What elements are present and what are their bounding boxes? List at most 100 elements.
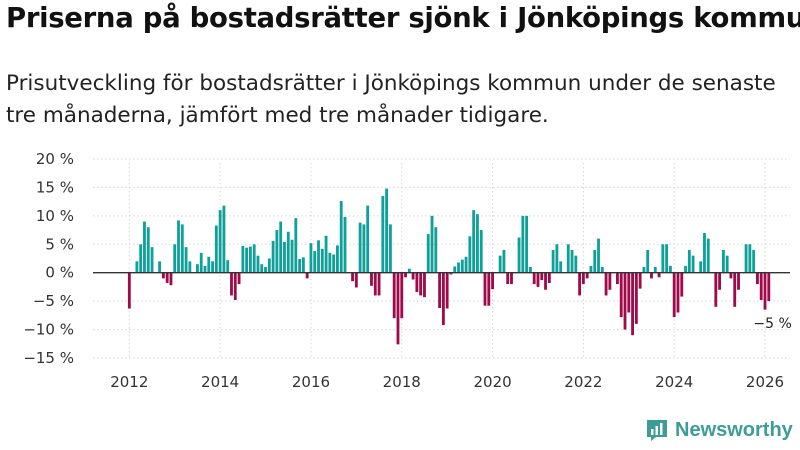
bar	[547, 272, 551, 283]
bar	[188, 261, 192, 273]
bar	[642, 267, 646, 273]
bar	[411, 272, 415, 280]
bar	[718, 272, 722, 290]
bar	[256, 255, 260, 273]
bar	[472, 210, 476, 273]
bar	[737, 272, 740, 290]
bar	[623, 272, 627, 330]
bar	[290, 239, 294, 273]
y-tick-label: 0 %	[45, 264, 74, 282]
bar	[328, 252, 332, 273]
bar	[294, 218, 298, 273]
bar	[536, 272, 540, 287]
bar	[521, 215, 525, 273]
bar	[752, 249, 756, 273]
bar	[252, 244, 256, 273]
bar	[298, 259, 302, 273]
bar	[763, 272, 767, 310]
x-tick-label: 2016	[292, 373, 330, 391]
bar	[169, 272, 173, 286]
bar	[604, 272, 608, 296]
bar	[385, 188, 389, 273]
bar	[260, 264, 264, 273]
bar	[680, 272, 684, 297]
y-axis-ticks: 20 % 15 % 10 % 5 % 0 % −5 % −10 % −15 %	[23, 150, 74, 367]
bar	[199, 252, 203, 273]
bar	[177, 220, 180, 273]
bar	[343, 216, 347, 273]
last-value-label: −5 %	[753, 316, 791, 332]
bar	[517, 237, 521, 273]
x-tick-label: 2020	[473, 373, 511, 391]
bar	[362, 224, 366, 273]
bar	[415, 272, 419, 293]
bar	[464, 256, 468, 273]
bar	[214, 225, 218, 273]
y-tick-label: 5 %	[45, 235, 74, 253]
bar	[203, 265, 207, 273]
bar	[559, 261, 563, 273]
bar	[317, 240, 320, 273]
bar	[650, 272, 653, 279]
bar	[540, 272, 544, 281]
bar	[158, 261, 162, 273]
bar	[173, 244, 177, 273]
bar	[377, 272, 381, 296]
bar	[528, 267, 532, 273]
bar	[332, 254, 336, 273]
bar	[581, 272, 585, 285]
bar	[699, 261, 703, 273]
bar	[684, 265, 687, 273]
bar	[574, 255, 578, 273]
bar	[351, 272, 354, 282]
bar	[551, 249, 555, 273]
bar	[275, 230, 279, 273]
bar	[453, 266, 457, 273]
y-tick-label: 15 %	[36, 178, 74, 196]
bar	[600, 267, 604, 273]
bar	[510, 272, 513, 285]
bar	[665, 244, 669, 273]
bar	[445, 272, 449, 309]
bar	[366, 205, 370, 273]
bar	[207, 256, 211, 273]
bar	[593, 249, 597, 273]
bar	[748, 244, 752, 273]
bar	[226, 260, 230, 273]
bar	[441, 272, 445, 326]
bar	[150, 247, 154, 273]
bar	[139, 244, 143, 273]
bars	[127, 188, 771, 345]
bar	[241, 245, 245, 273]
bar	[218, 210, 222, 273]
logo-text: Newsworthy	[675, 418, 793, 441]
bar	[631, 272, 634, 336]
bar	[729, 272, 733, 279]
bar	[661, 244, 665, 273]
bar	[714, 272, 718, 307]
bar	[286, 231, 290, 273]
bar	[703, 232, 706, 273]
bar	[476, 214, 479, 273]
bar	[336, 245, 339, 273]
bar	[222, 205, 226, 273]
y-tick-label: −15 %	[23, 349, 74, 367]
annotations: −5 %	[753, 316, 791, 332]
bar	[468, 236, 472, 273]
bar	[354, 272, 358, 288]
bar	[196, 264, 199, 273]
x-tick-label: 2026	[746, 373, 784, 391]
bar	[426, 234, 430, 273]
bar	[570, 249, 574, 273]
newsworthy-logo: Newsworthy	[645, 418, 793, 442]
bar	[419, 272, 423, 296]
bar	[135, 261, 139, 273]
bar	[646, 249, 650, 273]
bar-chart-icon	[647, 420, 667, 441]
bar	[733, 272, 737, 307]
bar	[313, 251, 317, 273]
bar	[672, 272, 676, 318]
bar	[721, 249, 725, 273]
bar	[396, 272, 400, 345]
